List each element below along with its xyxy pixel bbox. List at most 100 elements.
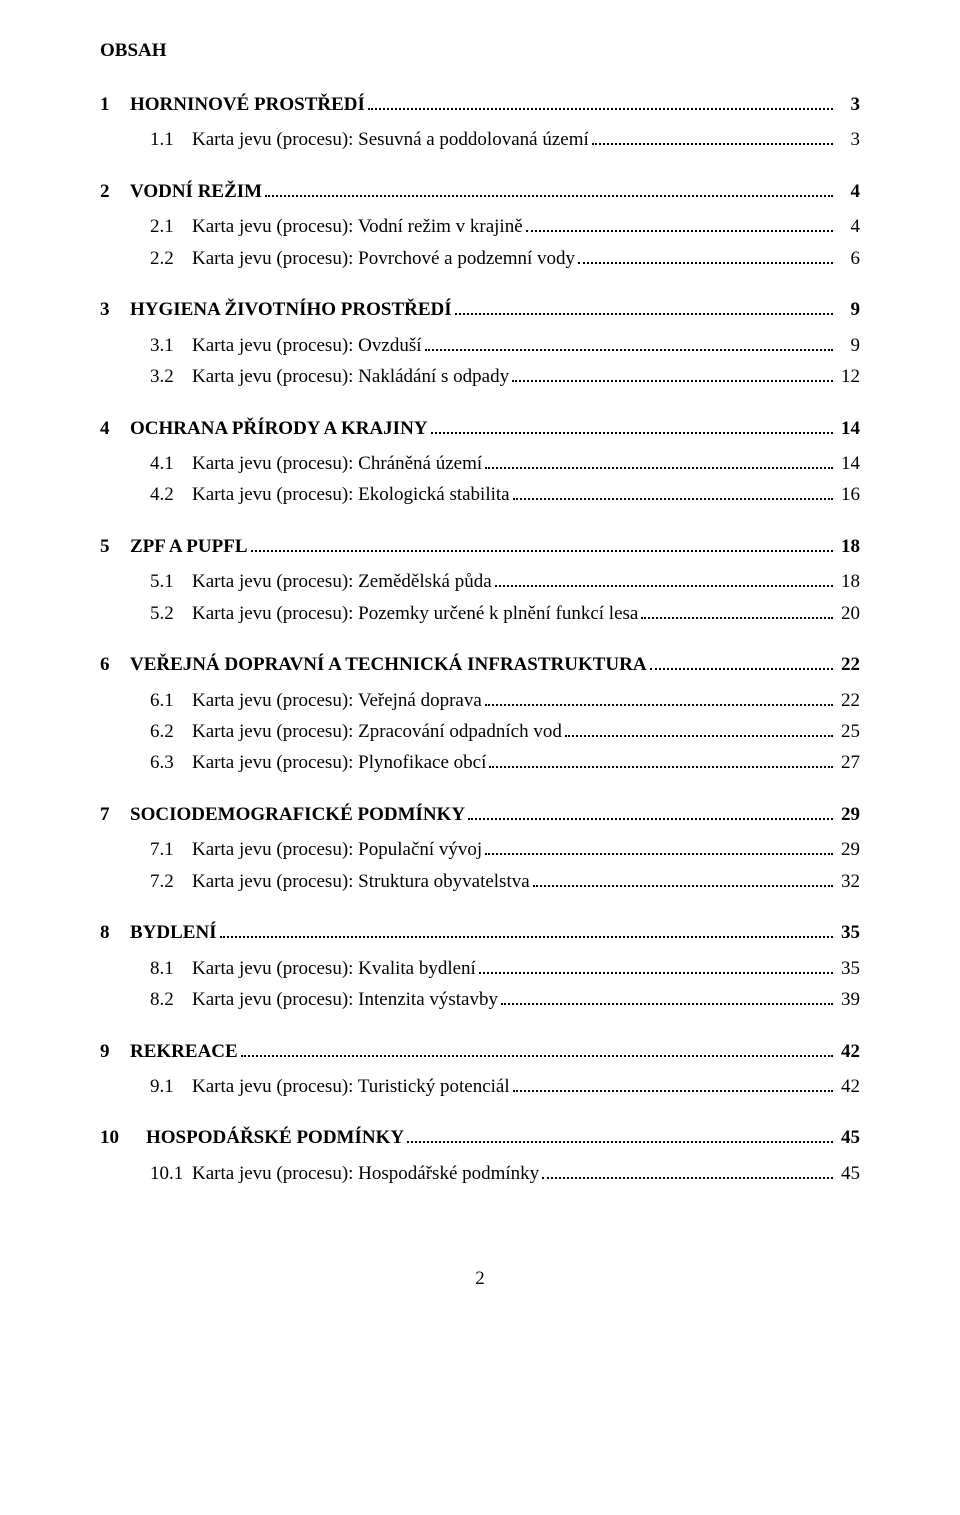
toc-section-label: Karta jevu (procesu): Pozemky určené k p…	[192, 599, 638, 628]
toc-section-page: 12	[836, 362, 860, 391]
toc-section-label: Karta jevu (procesu): Populační vývoj	[192, 835, 482, 864]
toc-leader-dots	[220, 919, 833, 938]
toc-chapter: 7SOCIODEMOGRAFICKÉ PODMÍNKY29	[100, 800, 860, 829]
toc-section-label: Karta jevu (procesu): Intenzita výstavby	[192, 985, 498, 1014]
toc-section: 6.3Karta jevu (procesu): Plynofikace obc…	[150, 748, 860, 777]
toc-section-label: Karta jevu (procesu): Turistický potenci…	[192, 1072, 510, 1101]
toc-section-page: 32	[836, 867, 860, 896]
toc-chapter-page: 3	[836, 90, 860, 119]
toc-section-label: Karta jevu (procesu): Zemědělská půda	[192, 567, 492, 596]
toc-leader-dots	[578, 245, 833, 264]
toc-chapter-label: OCHRANA PŘÍRODY A KRAJINY	[130, 414, 428, 443]
toc-leader-dots	[533, 868, 833, 887]
toc-section: 3.2Karta jevu (procesu): Nakládání s odp…	[150, 362, 860, 391]
toc-section-page: 42	[836, 1072, 860, 1101]
toc-section-label: Karta jevu (procesu): Hospodářské podmín…	[192, 1159, 539, 1188]
toc-section-number: 7.1	[150, 835, 192, 864]
toc-section-page: 16	[836, 480, 860, 509]
toc-section-page: 3	[836, 125, 860, 154]
toc-chapter-page: 22	[836, 650, 860, 679]
toc-section-page: 29	[836, 835, 860, 864]
toc-section: 10.1Karta jevu (procesu): Hospodářské po…	[150, 1159, 860, 1188]
toc-chapter-page: 18	[836, 532, 860, 561]
toc-section-label: Karta jevu (procesu): Plynofikace obcí	[192, 748, 486, 777]
toc-leader-dots	[526, 213, 833, 232]
toc-section-number: 3.2	[150, 362, 192, 391]
toc-section-page: 39	[836, 985, 860, 1014]
toc-leader-dots	[431, 414, 833, 433]
toc-chapter: 8BYDLENÍ35	[100, 918, 860, 947]
toc-section-page: 9	[836, 331, 860, 360]
toc-section-page: 6	[836, 244, 860, 273]
toc-chapter-page: 4	[836, 177, 860, 206]
toc-section-number: 9.1	[150, 1072, 192, 1101]
toc-chapter-label: BYDLENÍ	[130, 918, 217, 947]
toc-section: 3.1Karta jevu (procesu): Ovzduší 9	[150, 331, 860, 360]
toc-section: 5.1Karta jevu (procesu): Zemědělská půda…	[150, 567, 860, 596]
toc-chapter-page: 42	[836, 1037, 860, 1066]
toc-section-label: Karta jevu (procesu): Struktura obyvatel…	[192, 867, 530, 896]
toc-chapter-label: SOCIODEMOGRAFICKÉ PODMÍNKY	[130, 800, 465, 829]
toc-chapter-page: 14	[836, 414, 860, 443]
toc-chapter: 10HOSPODÁŘSKÉ PODMÍNKY45	[100, 1123, 860, 1152]
toc-chapter-label: HOSPODÁŘSKÉ PODMÍNKY	[146, 1123, 404, 1152]
toc-chapter-label: VODNÍ REŽIM	[130, 177, 262, 206]
toc-leader-dots	[650, 651, 833, 670]
toc-section-label: Karta jevu (procesu): Nakládání s odpady	[192, 362, 509, 391]
toc-section-number: 3.1	[150, 331, 192, 360]
toc-leader-dots	[592, 126, 833, 145]
toc-chapter-number: 10	[100, 1123, 146, 1152]
toc-section-label: Karta jevu (procesu): Chráněná území	[192, 449, 482, 478]
toc-section: 4.2Karta jevu (procesu): Ekologická stab…	[150, 480, 860, 509]
toc-section-label: Karta jevu (procesu): Ekologická stabili…	[192, 480, 510, 509]
toc-chapter-label: REKREACE	[130, 1037, 238, 1066]
toc-section-number: 6.1	[150, 686, 192, 715]
toc-section-page: 35	[836, 954, 860, 983]
toc-leader-dots	[368, 91, 833, 110]
toc-section-label: Karta jevu (procesu): Sesuvná a poddolov…	[192, 125, 589, 154]
table-of-contents: 1HORNINOVÉ PROSTŘEDÍ31.1Karta jevu (proc…	[100, 90, 860, 1188]
toc-chapter: 4OCHRANA PŘÍRODY A KRAJINY 14	[100, 414, 860, 443]
toc-chapter: 6VEŘEJNÁ DOPRAVNÍ A TECHNICKÁ INFRASTRUK…	[100, 650, 860, 679]
toc-leader-dots	[501, 986, 833, 1005]
toc-section-number: 1.1	[150, 125, 192, 154]
toc-leader-dots	[513, 481, 833, 500]
toc-leader-dots	[485, 836, 833, 855]
toc-leader-dots	[251, 533, 833, 552]
toc-section-label: Karta jevu (procesu): Vodní režim v kraj…	[192, 212, 523, 241]
toc-chapter-number: 4	[100, 414, 130, 443]
toc-leader-dots	[513, 1073, 833, 1092]
toc-section-page: 27	[836, 748, 860, 777]
toc-section: 1.1Karta jevu (procesu): Sesuvná a poddo…	[150, 125, 860, 154]
toc-section-page: 14	[836, 449, 860, 478]
toc-leader-dots	[512, 363, 833, 382]
toc-section-label: Karta jevu (procesu): Povrchové a podzem…	[192, 244, 575, 273]
toc-section-page: 22	[836, 686, 860, 715]
toc-section-page: 20	[836, 599, 860, 628]
toc-leader-dots	[495, 568, 833, 587]
toc-chapter-number: 7	[100, 800, 130, 829]
toc-chapter: 5ZPF A PUPFL18	[100, 532, 860, 561]
toc-chapter: 1HORNINOVÉ PROSTŘEDÍ3	[100, 90, 860, 119]
toc-chapter-number: 3	[100, 295, 130, 324]
toc-chapter-number: 1	[100, 90, 130, 119]
toc-section-label: Karta jevu (procesu): Veřejná doprava	[192, 686, 482, 715]
toc-section: 8.1Karta jevu (procesu): Kvalita bydlení…	[150, 954, 860, 983]
toc-section-page: 25	[836, 717, 860, 746]
toc-section: 2.1Karta jevu (procesu): Vodní režim v k…	[150, 212, 860, 241]
toc-section-label: Karta jevu (procesu): Kvalita bydlení	[192, 954, 476, 983]
toc-title: OBSAH	[100, 40, 860, 62]
toc-section: 7.1Karta jevu (procesu): Populační vývoj…	[150, 835, 860, 864]
toc-section-number: 6.3	[150, 748, 192, 777]
toc-leader-dots	[485, 450, 833, 469]
toc-chapter-number: 8	[100, 918, 130, 947]
toc-leader-dots	[265, 178, 833, 197]
toc-section-label: Karta jevu (procesu): Ovzduší	[192, 331, 422, 360]
toc-leader-dots	[565, 718, 833, 737]
toc-chapter: 2VODNÍ REŽIM 4	[100, 177, 860, 206]
toc-section: 6.1Karta jevu (procesu): Veřejná doprava…	[150, 686, 860, 715]
toc-chapter-number: 2	[100, 177, 130, 206]
toc-section-page: 4	[836, 212, 860, 241]
toc-section-number: 5.1	[150, 567, 192, 596]
toc-chapter-label: HYGIENA ŽIVOTNÍHO PROSTŘEDÍ	[130, 295, 452, 324]
